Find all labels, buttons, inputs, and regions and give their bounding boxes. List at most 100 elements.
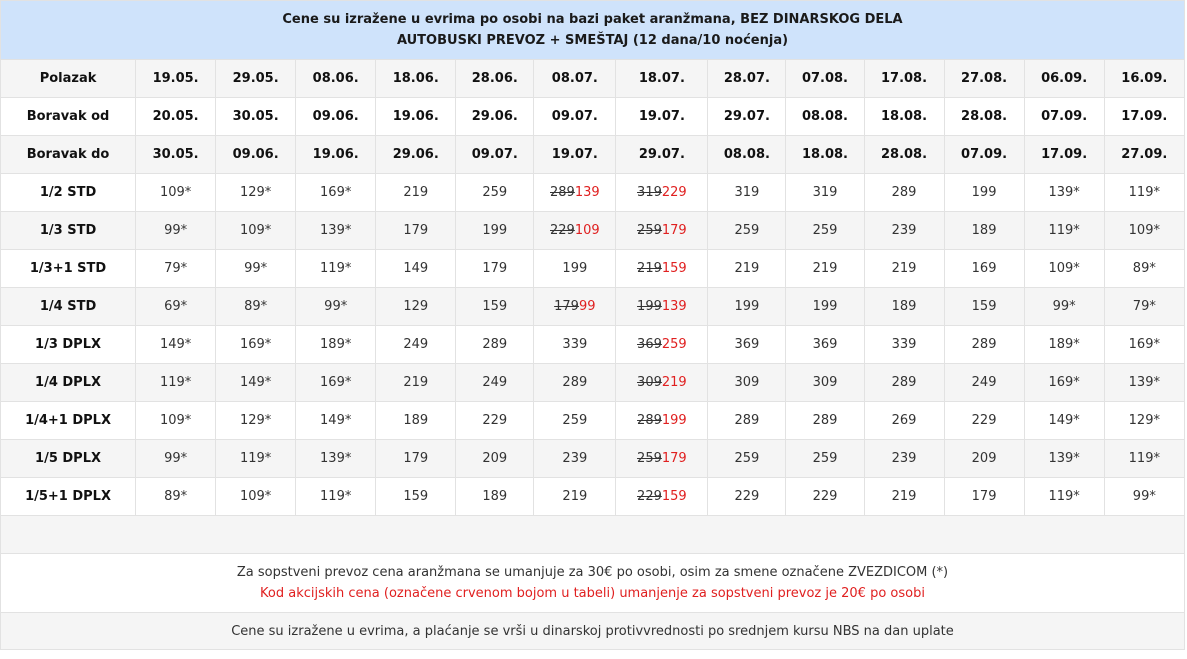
- price-cell: 239: [533, 439, 617, 478]
- price-cell: 139*: [295, 439, 377, 478]
- price-cell: 69*: [135, 287, 217, 326]
- price-cell: 229159: [615, 477, 709, 516]
- price-row: 1/3 DPLX 149* 169* 189* 249 289 339 369259 369 36…: [0, 325, 1186, 364]
- promo-price: 229: [661, 185, 687, 200]
- price-cell: 269: [863, 401, 945, 440]
- table-header: Cene su izražene u evrima po osobi na ba…: [0, 0, 1185, 60]
- price-row: 1/5+1 DPLX 89* 109* 119* 159 189 219 229159 229 2…: [0, 477, 1186, 516]
- date-cell: 19.07.: [615, 97, 709, 136]
- price-cell: 339: [533, 325, 617, 364]
- promo-price: 139: [661, 299, 687, 314]
- price-cell: 309: [707, 363, 787, 402]
- price-cell: 309219: [615, 363, 709, 402]
- old-price: 289: [550, 185, 575, 200]
- price-cell: 89*: [1103, 249, 1186, 288]
- price-cell: 289: [533, 363, 617, 402]
- old-price: 259: [637, 451, 662, 466]
- price-cell: 189: [943, 211, 1025, 250]
- price-cell: 99*: [1103, 477, 1186, 516]
- price-cell: 119*: [1023, 211, 1105, 250]
- room-type-label: 1/4+1 DPLX: [0, 401, 137, 440]
- promo-price: 109: [574, 223, 600, 238]
- price-cell: 289: [455, 325, 535, 364]
- date-cell: 28.08.: [943, 97, 1025, 136]
- date-cell: 29.06.: [455, 97, 535, 136]
- price-cell: 219: [863, 477, 945, 516]
- price-cell: 109*: [1103, 211, 1186, 250]
- date-row: Boravak do 30.05. 09.06. 19.06. 29.06. 09.07.…: [0, 135, 1186, 174]
- price-cell: 89*: [135, 477, 217, 516]
- price-cell: 249: [943, 363, 1025, 402]
- price-cell: 219: [707, 249, 787, 288]
- price-cell: 259: [785, 211, 865, 250]
- price-cell: 319: [707, 173, 787, 212]
- date-cell: 30.05.: [135, 135, 217, 174]
- note-own-transport: Za sopstveni prevoz cena aranžmana se um…: [236, 565, 949, 580]
- room-type-label: 1/5+1 DPLX: [0, 477, 137, 516]
- price-cell: 259179: [615, 211, 709, 250]
- date-cell: 29.05.: [215, 59, 297, 98]
- table-header-row: Cene su izražene u evrima po osobi na ba…: [0, 0, 1185, 60]
- price-cell: 369: [707, 325, 787, 364]
- row-label: Boravak od: [0, 97, 137, 136]
- price-cell: 169*: [295, 173, 377, 212]
- row-label: Polazak: [0, 59, 137, 98]
- old-price: 219: [637, 261, 662, 276]
- price-row: 1/4 DPLX 119* 149* 169* 219 249 289 309219 309 30…: [0, 363, 1186, 402]
- room-type-label: 1/4 STD: [0, 287, 137, 326]
- price-cell: 139*: [1023, 439, 1105, 478]
- old-price: 289: [637, 413, 662, 428]
- price-cell: 17999: [533, 287, 617, 326]
- date-cell: 09.06.: [215, 135, 297, 174]
- price-cell: 259: [533, 401, 617, 440]
- price-cell: 109*: [215, 211, 297, 250]
- price-cell: 189: [863, 287, 945, 326]
- price-cell: 219159: [615, 249, 709, 288]
- price-cell: 219: [533, 477, 617, 516]
- spacer-cell: [0, 515, 1185, 554]
- price-cell: 139*: [295, 211, 377, 250]
- price-cell: 199: [785, 287, 865, 326]
- date-cell: 29.06.: [375, 135, 457, 174]
- price-cell: 129: [375, 287, 457, 326]
- header-line-2: AUTOBUSKI PREVOZ + SMEŠTAJ (12 dana/10 n…: [396, 33, 789, 48]
- price-cell: 319: [785, 173, 865, 212]
- price-row: 1/3+1 STD 79* 99* 119* 149 179 199 219159 219 219…: [0, 249, 1186, 288]
- date-cell: 16.09.: [1103, 59, 1186, 98]
- date-cell: 18.08.: [785, 135, 865, 174]
- price-cell: 199: [943, 173, 1025, 212]
- date-cell: 08.08.: [707, 135, 787, 174]
- price-cell: 219: [375, 363, 457, 402]
- price-cell: 199: [455, 211, 535, 250]
- price-cell: 109*: [215, 477, 297, 516]
- date-cell: 08.07.: [533, 59, 617, 98]
- price-cell: 229: [943, 401, 1025, 440]
- price-cell: 99*: [295, 287, 377, 326]
- price-cell: 109*: [135, 401, 217, 440]
- price-cell: 289: [707, 401, 787, 440]
- price-cell: 119*: [1103, 439, 1186, 478]
- price-cell: 289139: [533, 173, 617, 212]
- date-cell: 09.07.: [455, 135, 535, 174]
- price-cell: 319229: [615, 173, 709, 212]
- price-cell: 239: [863, 211, 945, 250]
- price-cell: 289: [943, 325, 1025, 364]
- price-cell: 289: [863, 363, 945, 402]
- price-cell: 199139: [615, 287, 709, 326]
- date-cell: 09.06.: [295, 97, 377, 136]
- price-cell: 129*: [1103, 401, 1186, 440]
- old-price: 229: [550, 223, 575, 238]
- date-cell: 07.09.: [1023, 97, 1105, 136]
- price-cell: 149: [375, 249, 457, 288]
- date-cell: 30.05.: [215, 97, 297, 136]
- date-cell: 17.08.: [863, 59, 945, 98]
- price-cell: 369259: [615, 325, 709, 364]
- room-type-label: 1/4 DPLX: [0, 363, 137, 402]
- row-label: Boravak do: [0, 135, 137, 174]
- date-cell: 19.05.: [135, 59, 217, 98]
- promo-price: 159: [661, 261, 687, 276]
- price-cell: 289: [785, 401, 865, 440]
- date-cell: 19.06.: [375, 97, 457, 136]
- price-cell: 179: [375, 439, 457, 478]
- promo-price: 139: [574, 185, 600, 200]
